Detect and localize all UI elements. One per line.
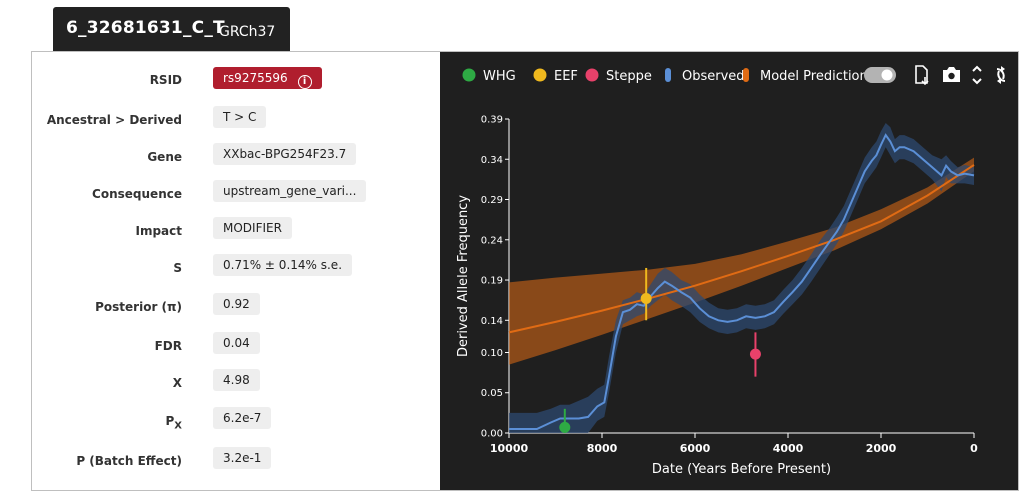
x-tick-label: 8000 [587,442,618,455]
y-axis-label: Derived Allele Frequency [456,195,471,357]
x-tick-label: 0 [970,442,978,455]
x-tick-label: 10000 [490,442,529,455]
row-impact: Impact MODIFIER [32,215,440,251]
row-ancestral-derived: Ancestral > Derived T > C [32,104,440,140]
posterior-value: 0.92 [213,293,260,315]
observed-band [509,123,974,433]
toggle-switch[interactable] [864,67,896,83]
legend-swatch [585,68,599,82]
legend-label: Steppe [606,69,652,84]
toggle-knob[interactable] [881,69,893,81]
row-s: S 0.71% ± 0.14% s.e. [32,252,440,288]
rsid-label: RSID [149,73,182,87]
fdr-value: 0.04 [213,332,260,354]
expand-vertical-icon[interactable] [972,65,982,85]
px-label: PX [165,414,182,431]
px-value: 6.2e-7 [213,407,272,429]
refresh-icon[interactable] [996,66,1006,84]
population-point-steppe[interactable] [749,332,761,377]
variant-card: RSID rs9275596 i Ancestral > Derived T > … [31,51,1019,491]
y-tick-label: 0.29 [481,195,503,206]
legend-item-observed[interactable]: Observed [665,68,745,84]
x-value: 4.98 [213,369,260,391]
legend-swatch [533,68,547,82]
legend-item-steppe[interactable]: Steppe [585,68,652,85]
batch-effect-label: P (Batch Effect) [76,454,182,468]
ancestral-derived-value: T > C [213,106,267,128]
variant-id: 6_32681631_C_T [66,18,225,38]
row-x: X 4.98 [32,367,440,403]
y-tick-label: 0.10 [481,348,503,359]
observed-line [509,133,975,430]
x-tick-label: 4000 [773,442,804,455]
y-tick-label: 0.19 [481,276,503,287]
impact-label: Impact [135,224,182,238]
row-rsid: RSID rs9275596 i [32,64,440,100]
legend-swatch [665,68,671,82]
rsid-badge[interactable]: rs9275596 i [213,67,322,89]
population-point-eef[interactable] [640,267,652,321]
row-px: PX 6.2e-7 [32,405,440,441]
px-label-sub: X [174,420,182,432]
legend-label: EEF [554,69,578,84]
consequence-value: upstream_gene_vari... [213,180,367,202]
allele-frequency-chart: WHG EEF Steppe Observed Model Prediction [456,65,1006,478]
y-tick-label: 0.05 [481,388,503,399]
legend-item-whg[interactable]: WHG [462,68,516,85]
gene-label: Gene [147,150,182,164]
model-prediction-band [509,157,974,365]
legend-label: Model Prediction [760,69,868,84]
y-tick-label: 0.24 [481,235,503,246]
legend-swatch [462,68,476,82]
row-posterior: Posterior (π) 0.92 [32,291,440,327]
fdr-label: FDR [154,339,182,353]
x-tick-label: 2000 [866,442,897,455]
px-label-main: P [165,414,175,428]
population-point-whg[interactable] [559,408,571,433]
legend-swatch [743,68,749,82]
row-gene: Gene XXbac-BPG254F23.7 [32,141,440,177]
x-label: X [172,376,182,390]
variant-info-panel: RSID rs9275596 i Ancestral > Derived T > … [32,52,440,490]
population-marker[interactable] [559,421,571,433]
model-prediction-line [508,164,975,334]
genome-build: GRCh37 [219,24,276,40]
y-tick-label: 0.34 [481,155,503,166]
posterior-label: Posterior (π) [95,300,182,314]
y-tick-label: 0.00 [481,429,503,440]
row-batch-effect: P (Batch Effect) 3.2e-1 [32,445,440,481]
s-value: 0.71% ± 0.14% s.e. [213,254,353,276]
legend-item-model-prediction[interactable]: Model Prediction [743,68,868,84]
download-file-icon[interactable] [915,65,929,86]
plot-area: 0.00 0.05 0.10 0.14 0.19 0.24 0.29 0.34 0.39 1000… [456,115,978,478]
legend-label: WHG [483,69,516,84]
consequence-label: Consequence [92,187,182,201]
y-tick-label: 0.39 [481,115,503,126]
batch-effect-value: 3.2e-1 [213,447,272,469]
ancestral-derived-label: Ancestral > Derived [46,113,182,127]
chart-panel: WHG EEF Steppe Observed Model Prediction [440,52,1018,490]
legend-item-eef[interactable]: EEF [533,68,578,85]
legend-label: Observed [682,69,745,84]
population-marker[interactable] [749,348,761,360]
s-label: S [173,261,182,275]
population-marker[interactable] [640,293,652,305]
info-circle-icon[interactable]: i [297,75,312,89]
row-consequence: Consequence upstream_gene_vari... [32,178,440,214]
camera-icon[interactable] [943,67,960,82]
x-tick-label: 6000 [680,442,711,455]
variant-tab[interactable]: 6_32681631_C_T GRCh37 [53,7,290,51]
rsid-value: rs9275596 [223,71,288,85]
chart-legend: WHG EEF Steppe Observed Model Prediction [462,68,868,85]
impact-value: MODIFIER [213,217,292,239]
y-tick-label: 0.14 [481,316,503,327]
gene-value: XXbac-BPG254F23.7 [213,143,357,165]
row-fdr: FDR 0.04 [32,330,440,366]
x-axis-label: Date (Years Before Present) [652,462,831,477]
